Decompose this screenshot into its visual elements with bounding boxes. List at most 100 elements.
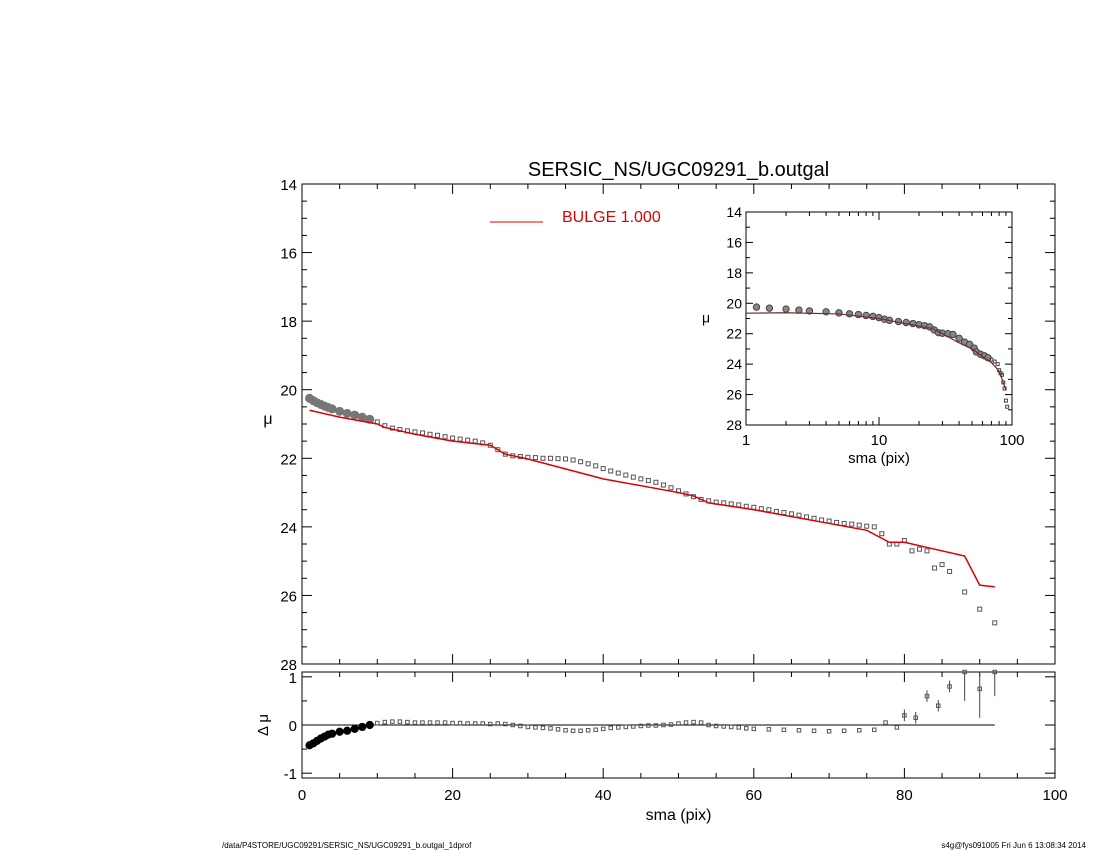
resid-data-point <box>646 723 651 728</box>
data-point <box>593 463 599 469</box>
resid-data-point <box>638 723 644 729</box>
resid-data-point <box>631 724 636 729</box>
resid-data-point <box>894 725 900 730</box>
x-tick-label: 40 <box>595 787 612 804</box>
resid-data-point <box>358 722 367 732</box>
x-tick-label: 0 <box>298 787 306 804</box>
data-point <box>630 474 636 480</box>
resid-data-point <box>661 722 666 728</box>
data-point <box>766 507 772 513</box>
inset-data-point <box>1003 398 1008 403</box>
data-point <box>623 472 629 478</box>
data-point <box>578 459 584 465</box>
main-profile-panel: 14 16 18 20 22 24 26 28 SERSIC_NS/UGC09291_b.out… <box>263 159 1056 674</box>
data-point <box>563 456 569 462</box>
resid-data-point <box>335 727 344 736</box>
data-point <box>698 496 704 502</box>
resid-data-point <box>328 729 337 738</box>
data-point <box>849 521 855 527</box>
data-point <box>668 485 674 491</box>
data-point <box>653 479 659 485</box>
inset-x-axis-label: sma (pix) <box>848 450 910 467</box>
footer-timestamp: s4g@fys091005 Fri Jun 6 13:08:34 2014 <box>941 841 1086 850</box>
data-point <box>457 436 463 442</box>
resid-data-point <box>350 724 359 733</box>
resid-data-point <box>457 720 463 726</box>
resid-data-point <box>397 719 403 724</box>
data-point <box>939 562 945 568</box>
resid-data-point <box>548 726 553 731</box>
resid-data-point <box>936 703 941 708</box>
inset-log-panel: 14 16 18 20 22 24 26 281 10 100 sma (pix) μ <box>702 204 1025 467</box>
y-axis-label: μ <box>263 411 272 428</box>
data-point <box>540 455 546 461</box>
inset-data-point <box>835 309 843 317</box>
resid-data-point <box>585 728 591 733</box>
inset-data-point <box>782 305 790 313</box>
resid-data-point <box>420 720 425 725</box>
y-tick-label: 14 <box>280 177 297 194</box>
x-tick-label: 60 <box>745 787 762 804</box>
inset-data-point <box>992 359 997 364</box>
resid-data-point <box>683 720 689 725</box>
data-point <box>751 504 757 510</box>
resid-data-point <box>872 727 877 733</box>
data-point <box>357 412 367 422</box>
resid-data-point <box>472 721 478 726</box>
inset-data-point <box>955 334 963 342</box>
y-tick-label: 16 <box>280 246 297 263</box>
inset-data-point <box>949 330 957 339</box>
resid-data-point <box>563 728 568 733</box>
data-point <box>350 410 360 420</box>
resid-data-point <box>480 721 485 726</box>
resid-data-point <box>721 724 726 729</box>
data-point <box>335 406 345 416</box>
resid-data-point <box>442 720 448 725</box>
resid-y-tick-label: -1 <box>284 766 297 783</box>
inset-y-tick-label: 22 <box>726 326 742 342</box>
data-point <box>472 438 478 444</box>
footer-file-path: /data/P4STORE/UGC09291/SERSIC_NS/UGC0929… <box>222 841 472 850</box>
resid-data-point <box>796 728 802 733</box>
resid-data-point <box>977 686 982 692</box>
data-point <box>977 606 983 612</box>
resid-data-point <box>698 720 704 725</box>
resid-data-point <box>593 727 598 733</box>
resid-data-point <box>826 729 832 734</box>
inset-x-tick-label: 10 <box>871 432 888 449</box>
x-tick-label: 80 <box>896 787 913 804</box>
y-tick-label: 22 <box>280 451 297 468</box>
resid-data-point <box>578 728 583 734</box>
resid-y-axis-label: Δ μ <box>255 714 272 736</box>
resid-data-point <box>728 724 734 730</box>
data-point <box>342 408 352 418</box>
data-point <box>796 512 802 518</box>
resid-data-point <box>751 726 757 732</box>
data-point <box>547 455 553 461</box>
resid-data-point <box>343 726 352 735</box>
data-point <box>435 432 441 438</box>
resid-data-point <box>706 722 711 728</box>
bulge-model-line <box>309 409 995 588</box>
inset-x-tick-label: 100 <box>999 432 1024 449</box>
data-point <box>947 568 953 574</box>
data-point <box>864 523 870 529</box>
resid-data-point <box>465 721 470 726</box>
inset-y-tick-label: 16 <box>726 234 742 250</box>
inset-data-point <box>995 362 1000 367</box>
data-point <box>932 565 938 571</box>
resid-data-point <box>668 722 674 727</box>
data-point <box>924 548 930 554</box>
data-point <box>645 478 651 484</box>
data-point <box>419 430 425 436</box>
data-point <box>442 434 448 440</box>
resid-data-point <box>390 719 395 724</box>
data-point <box>841 520 847 526</box>
data-point <box>916 546 922 552</box>
data-point <box>788 511 794 517</box>
resid-data-point <box>435 720 440 725</box>
inset-model-line <box>745 312 1007 391</box>
data-point <box>495 447 501 453</box>
x-axis-label: sma (pix) <box>646 807 712 824</box>
